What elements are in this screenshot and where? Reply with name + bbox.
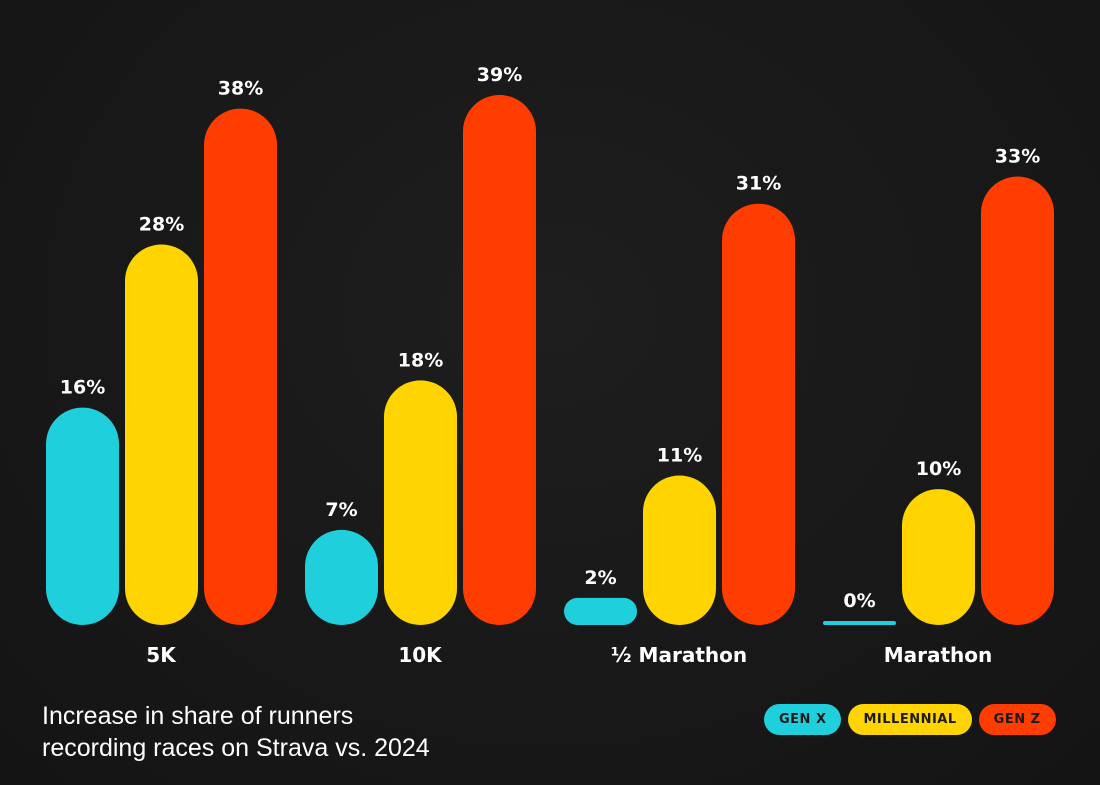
bar-millennial-3 [902, 489, 975, 625]
value-label-gen-x-0: 16% [60, 377, 105, 399]
legend-item-gen-z: GEN Z [978, 704, 1056, 735]
bar-gen-z-1 [463, 95, 536, 625]
legend: GEN X MILLENNIAL GEN Z [764, 704, 1056, 735]
bar-millennial-1 [384, 380, 457, 625]
value-label-gen-z-0: 38% [218, 78, 263, 100]
legend-item-millennial: MILLENNIAL [848, 704, 972, 735]
value-label-millennial-1: 18% [398, 349, 443, 371]
value-label-gen-z-2: 31% [736, 173, 781, 195]
value-label-gen-z-3: 33% [995, 146, 1040, 168]
caption-line-2: recording races on Strava vs. 2024 [42, 734, 430, 762]
bar-millennial-0 [125, 244, 198, 625]
chart-caption: Increase in share of runners recording r… [42, 700, 430, 764]
bar-gen-x-1 [305, 529, 378, 625]
value-label-gen-x-1: 7% [325, 499, 357, 521]
bar-gen-z-2 [722, 203, 795, 625]
value-label-millennial-2: 11% [657, 445, 702, 467]
bar-gen-z-3 [981, 176, 1054, 626]
bar-gen-x-2 [564, 597, 637, 625]
category-label-2: ½ Marathon [611, 643, 747, 667]
bar-gen-x-0 [46, 407, 119, 625]
caption-line-1: Increase in share of runners [42, 702, 354, 730]
bar-gen-x-3 [823, 621, 896, 625]
bar-gen-z-0 [204, 108, 277, 626]
bar-chart: 16% 28% 38% 5K 7% 18% 39% 10K 2% 11% 31% ½ Marathon… [46, 64, 1054, 667]
category-label-0: 5K [146, 643, 177, 667]
value-label-gen-z-1: 39% [477, 64, 522, 86]
value-label-millennial-3: 10% [916, 458, 961, 480]
bar-millennial-2 [643, 475, 716, 625]
category-label-1: 10K [398, 643, 443, 667]
value-label-gen-x-3: 0% [843, 590, 875, 612]
value-label-gen-x-2: 2% [584, 567, 616, 589]
value-label-millennial-0: 28% [139, 213, 184, 235]
category-label-3: Marathon [884, 643, 993, 667]
legend-item-gen-x: GEN X [764, 704, 842, 735]
